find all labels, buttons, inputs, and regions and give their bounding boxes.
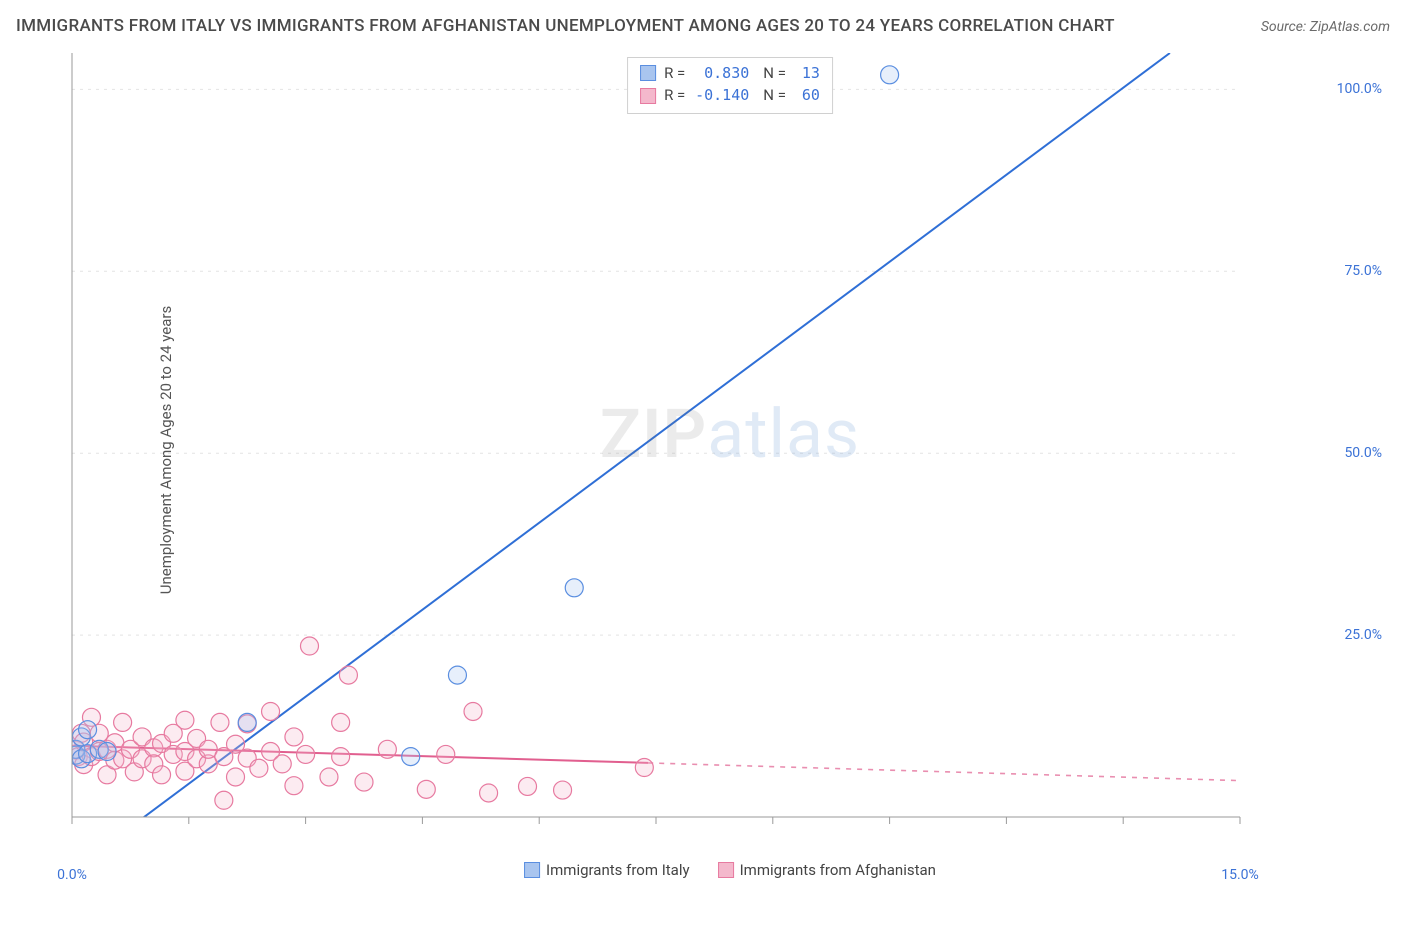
r-value-afghanistan: -0.140 [693, 84, 749, 107]
x-tick-label: 0.0% [57, 867, 87, 883]
scatter-chart: R = 0.830 N = 13 R = -0.140 N = 60 ZIPat… [70, 45, 1390, 855]
n-value-italy: 13 [794, 62, 820, 85]
r-value-italy: 0.830 [693, 62, 749, 85]
legend-row-italy: R = 0.830 N = 13 [640, 62, 820, 85]
legend-item-italy: Immigrants from Italy [524, 861, 690, 879]
legend-item-afghanistan: Immigrants from Afghanistan [718, 861, 936, 879]
swatch-afghanistan [640, 88, 656, 104]
legend-label: Immigrants from Italy [546, 861, 690, 879]
correlation-legend: R = 0.830 N = 13 R = -0.140 N = 60 [627, 57, 833, 114]
y-tick-label: 100.0% [1337, 81, 1382, 97]
series-legend: Immigrants from Italy Immigrants from Af… [524, 861, 936, 879]
x-tick-label: 15.0% [1221, 867, 1259, 883]
legend-label: Immigrants from Afghanistan [740, 861, 936, 879]
swatch-icon [524, 862, 540, 878]
y-tick-label: 75.0% [1344, 263, 1382, 279]
legend-row-afghanistan: R = -0.140 N = 60 [640, 84, 820, 107]
n-value-afghanistan: 60 [794, 84, 820, 107]
y-tick-label: 50.0% [1344, 445, 1382, 461]
chart-title: IMMIGRANTS FROM ITALY VS IMMIGRANTS FROM… [16, 12, 1115, 41]
swatch-italy [640, 65, 656, 81]
source-label: Source: ZipAtlas.com [1261, 19, 1390, 41]
plot-svg [70, 45, 1310, 825]
swatch-icon [718, 862, 734, 878]
y-tick-label: 25.0% [1344, 627, 1382, 643]
